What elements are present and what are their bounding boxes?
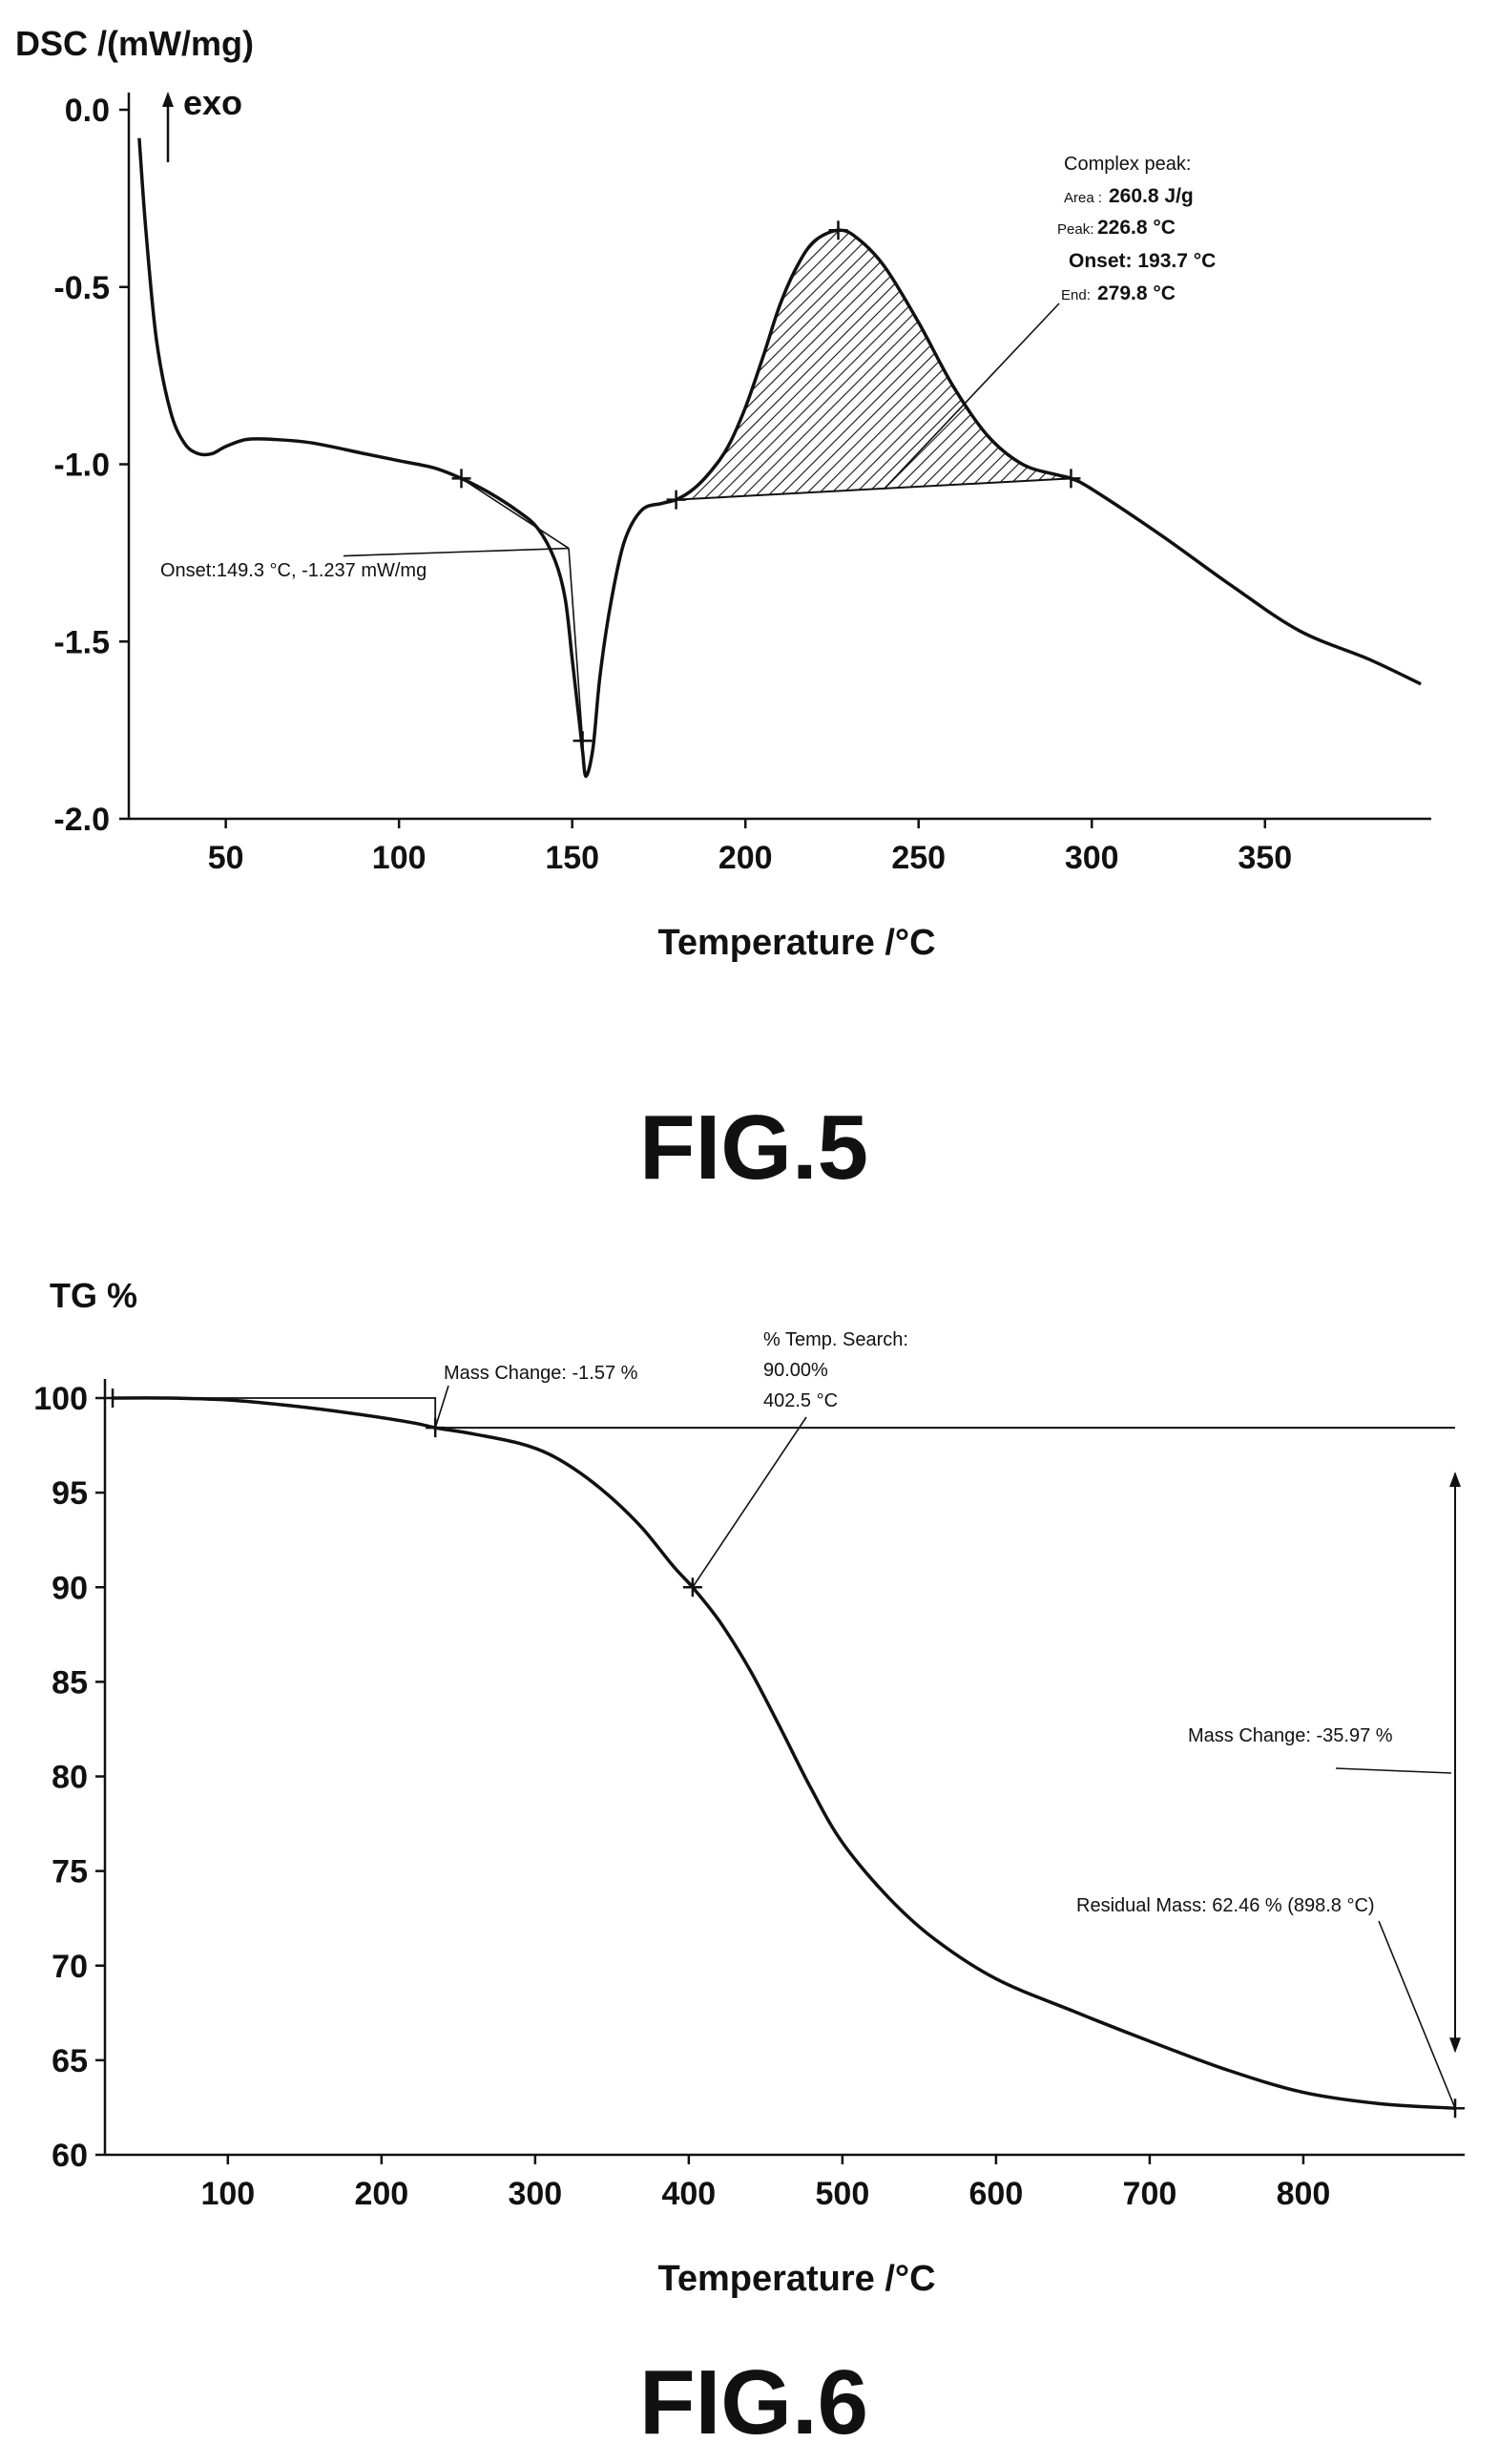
y-tick-label: 65 [52,2043,88,2079]
y-tick-label: 90 [52,1570,88,1606]
area-value: 260.8 J/g [1109,185,1194,207]
tg-x-axis-label: Temperature /°C [657,2259,935,2299]
y-tick-label: -1.0 [53,448,110,484]
dsc-curve [137,137,1422,779]
tg-figure: 100 200 300 400 500 600 700 800 100 95 90 85 80 75 70 6… [0,1231,1499,2459]
complex-peak-title: Complex peak: [1064,154,1191,175]
dsc-marker [666,490,686,510]
residual-mass-annotation: Residual Mass: 62.46 % (898.8 °C) [1076,1895,1375,1916]
x-tick-label: 250 [891,840,946,876]
onset2-annotation: Onset: 193.7 °C [1069,250,1216,272]
dsc-chart: 50 100 150 200 250 300 3500.0-0.5-1.0-1.5-2.0 … [15,24,1431,1199]
y-tick-label: 85 [52,1664,88,1701]
tg-marker [103,1389,123,1408]
dsc-marker [1061,469,1081,489]
temp-search-temp: 402.5 °C [763,1390,838,1411]
y-tick-label: 70 [52,1949,88,1985]
y-tick-label: -0.5 [53,270,110,306]
x-tick-label: 600 [969,2176,1024,2212]
figure-5-label: FIG.5 [639,1096,868,1199]
end-label: End: [1061,287,1091,303]
x-tick-label: 350 [1238,840,1292,876]
mass-change-1-annotation: Mass Change: -1.57 % [444,1363,638,1384]
x-tick-label: 100 [372,840,427,876]
temp-search-leader [692,1416,807,1588]
x-tick-label: 300 [1065,840,1119,876]
residual-leader [1378,1920,1456,2109]
mass-change-2-leader [1335,1767,1452,1774]
complex-peak-leader [883,303,1060,491]
y-tick-label: 95 [52,1475,88,1512]
tg-y-axis-label: TG % [50,1276,137,1315]
dsc-x-axis-label: Temperature /°C [657,923,935,963]
x-tick-label: 50 [208,840,244,876]
temp-search-pct: 90.00% [763,1360,828,1381]
x-tick-label: 700 [1123,2176,1177,2212]
onset-tangent-2 [568,548,584,741]
onset-leader [343,547,570,557]
figure-6-label: FIG.6 [639,2351,868,2454]
x-tick-label: 200 [718,840,773,876]
y-tick-label: 60 [52,2138,88,2174]
dsc-marker [828,220,848,240]
x-tick-label: 100 [200,2176,255,2212]
peak-value: 226.8 °C [1097,217,1176,239]
temp-search-title: % Temp. Search: [763,1329,908,1350]
complex-peak-area [676,230,1072,500]
peak-label: Peak: [1057,221,1093,238]
x-tick-label: 800 [1277,2176,1331,2212]
y-tick-label: 0.0 [65,93,110,129]
y-tick-label: -1.5 [53,624,110,660]
x-tick-label: 150 [545,840,599,876]
x-tick-label: 300 [508,2176,562,2212]
y-tick-label: 75 [52,1854,88,1890]
mass-change-arrow [1449,1472,1462,2054]
x-tick-label: 200 [354,2176,408,2212]
y-tick-label: 100 [33,1381,88,1417]
y-tick-label: -2.0 [53,802,110,838]
tg-chart: 100 200 300 400 500 600 700 800 100 95 90 85 80 75 70 6… [33,1276,1466,2454]
x-tick-label: 400 [661,2176,716,2212]
tg-curve [113,1396,1456,2110]
mass-change-2-annotation: Mass Change: -35.97 % [1188,1725,1393,1746]
onset-tangent [461,477,570,550]
exo-label: exo [183,83,242,122]
dsc-figure: 50 100 150 200 250 300 350 0.0 -0.5 -1.0 -1.5 -2.0 … [0,0,1499,1231]
complex-peak-baseline [676,477,1072,501]
mass-change-1-leader [434,1385,449,1429]
onset-annotation: Onset:149.3 °C, -1.237 mW/mg [160,560,427,581]
end-value: 279.8 °C [1097,282,1176,304]
exo-arrow [162,92,174,162]
dsc-y-axis-label: DSC /(mW/mg) [15,24,254,63]
area-label: Area : [1064,190,1102,206]
y-tick-label: 80 [52,1760,88,1796]
x-tick-label: 500 [816,2176,870,2212]
